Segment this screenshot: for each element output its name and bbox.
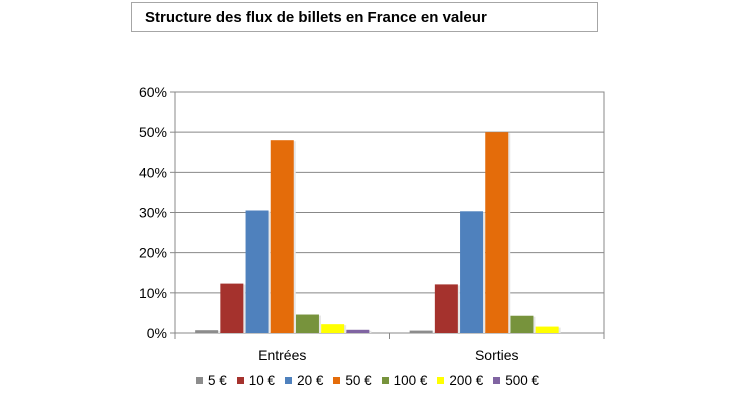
bar <box>220 283 244 333</box>
y-tick-label: 40% <box>139 164 167 180</box>
y-tick-label: 0% <box>147 325 167 341</box>
legend-label: 5 € <box>208 373 227 388</box>
bar <box>245 210 269 333</box>
legend-item: 50 € <box>333 373 372 388</box>
legend-swatch <box>196 377 203 384</box>
bar <box>510 315 534 333</box>
legend-item: 5 € <box>196 373 227 388</box>
legend-swatch <box>333 377 341 384</box>
y-tick-label: 50% <box>139 124 167 140</box>
x-tick-label: Entrées <box>258 347 306 363</box>
legend-item: 200 € <box>437 373 483 388</box>
legend-item: 20 € <box>285 373 323 388</box>
bar <box>434 284 458 333</box>
bar <box>321 324 345 333</box>
y-tick-label: 10% <box>139 285 167 301</box>
legend-swatch <box>285 377 293 384</box>
bar <box>535 326 559 333</box>
legend-label: 100 € <box>393 373 428 388</box>
bar <box>195 330 219 333</box>
legend-item: 500 € <box>493 373 539 388</box>
legend-label: 10 € <box>248 373 276 388</box>
bar <box>485 132 509 333</box>
y-tick-label: 20% <box>139 245 167 261</box>
legend-swatch <box>236 377 244 384</box>
bar <box>346 329 370 333</box>
legend-label: 500 € <box>505 373 540 388</box>
legend-item: 100 € <box>381 373 428 388</box>
y-tick-label: 60% <box>139 84 167 100</box>
chart-title-box: Structure des flux de billets en France … <box>131 2 598 32</box>
legend-label: 50 € <box>345 373 372 388</box>
legend-swatch <box>437 377 445 384</box>
bar <box>270 140 294 333</box>
bar <box>460 211 484 333</box>
legend-item: 10 € <box>236 373 276 388</box>
bar <box>295 314 319 333</box>
legend-swatch <box>381 377 389 384</box>
legend-swatch <box>493 377 501 384</box>
bar <box>409 330 433 333</box>
legend-label: 200 € <box>449 373 484 388</box>
legend-label: 20 € <box>297 373 324 388</box>
chart-legend: 5 € 10 € 20 € 50 € 100 € 200 € 500 € <box>196 373 539 388</box>
chart-title: Structure des flux de billets en France … <box>145 9 487 26</box>
y-tick-label: 30% <box>139 205 167 221</box>
x-tick-label: Sorties <box>475 347 519 363</box>
